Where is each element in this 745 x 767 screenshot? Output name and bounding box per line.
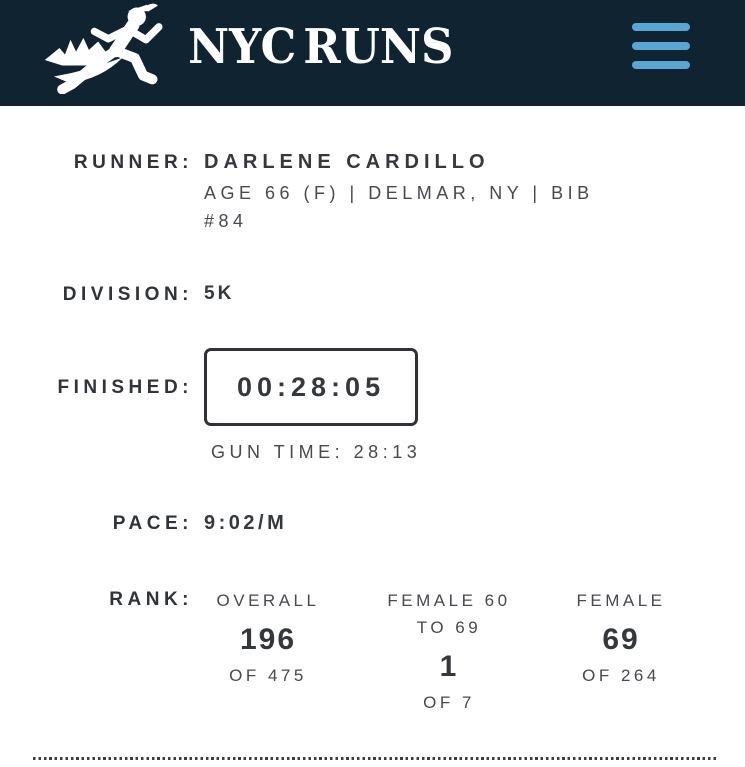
division-label: DIVISION: xyxy=(62,284,193,305)
runner-logo-icon xyxy=(44,3,163,94)
rank-category: OVERALL xyxy=(216,591,320,610)
result-content: RUNNER: DARLENE CARDILLO AGE 66 (F) | DE… xyxy=(0,106,745,713)
finish-time: 00:28:05 xyxy=(237,372,386,402)
brand-runs-text: RUNS xyxy=(303,18,454,74)
rank-position: 196 xyxy=(239,623,297,656)
hamburger-menu-button[interactable] xyxy=(632,23,690,69)
rank-columns: OVERALL 196 OF 475 FEMALE 60 TO 69 1 OF … xyxy=(204,587,676,713)
runner-value: DARLENE CARDILLO AGE 66 (F) | DELMAR, NY… xyxy=(204,150,594,235)
runner-label: RUNNER: xyxy=(73,152,193,173)
hamburger-bar-icon xyxy=(632,23,690,31)
brand-wordmark: NYC RUNS xyxy=(188,22,454,69)
runner-row: RUNNER: DARLENE CARDILLO AGE 66 (F) | DE… xyxy=(0,150,745,235)
runner-name: DARLENE CARDILLO xyxy=(204,151,490,173)
rank-of-total: OF 7 xyxy=(423,693,475,712)
pace-value: 9:02/M xyxy=(204,512,288,534)
runner-details: AGE 66 (F) | DELMAR, NY | BIB #84 xyxy=(204,179,594,235)
brand-nyc-text: NYC xyxy=(188,18,297,74)
hamburger-bar-icon xyxy=(632,61,690,69)
rank-category: FEMALE 60 TO 69 xyxy=(387,591,511,637)
finished-label: FINISHED: xyxy=(57,377,193,398)
finished-row: FINISHED: 00:28:05 GUN TIME: 28:13 xyxy=(0,348,745,463)
finished-value: 00:28:05 GUN TIME: 28:13 xyxy=(204,348,421,463)
runner-details-line1: AGE 66 (F) | DELMAR, NY | BIB xyxy=(204,183,594,203)
rank-row: RANK: OVERALL 196 OF 475 FEMALE 60 TO 69… xyxy=(0,587,745,713)
rank-of-total: OF 475 xyxy=(229,666,307,685)
rank-position: 69 xyxy=(602,623,640,656)
app-header: NYC RUNS xyxy=(0,0,745,106)
gun-time: GUN TIME: 28:13 xyxy=(211,442,422,462)
finish-time-box: 00:28:05 xyxy=(204,348,419,426)
rank-category: FEMALE xyxy=(576,591,666,610)
division-value: 5K xyxy=(204,283,235,304)
runner-details-line2: #84 xyxy=(204,211,248,231)
pace-row: PACE: 9:02/M xyxy=(0,511,745,536)
rank-position: 1 xyxy=(439,650,459,683)
nycruns-logo[interactable]: NYC RUNS xyxy=(42,0,454,94)
division-row: DIVISION: 5K xyxy=(0,282,745,307)
hamburger-bar-icon xyxy=(632,42,690,50)
dotted-divider xyxy=(33,757,716,760)
pace-label: PACE: xyxy=(112,513,193,534)
rank-overall-column: OVERALL 196 OF 475 xyxy=(204,587,332,713)
rank-of-total: OF 264 xyxy=(582,666,660,685)
rank-label: RANK: xyxy=(109,589,193,610)
rank-age-group-column: FEMALE 60 TO 69 1 OF 7 xyxy=(374,587,524,713)
rank-gender-column: FEMALE 69 OF 264 xyxy=(566,587,676,713)
